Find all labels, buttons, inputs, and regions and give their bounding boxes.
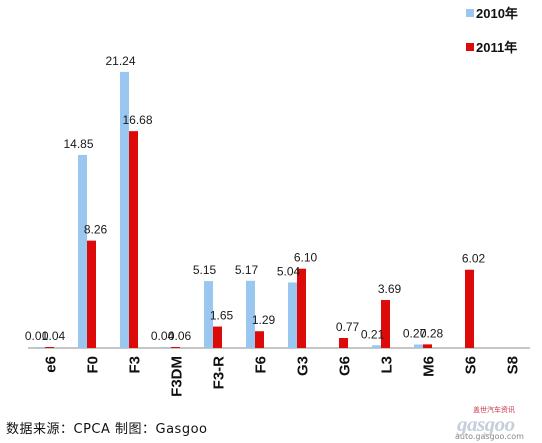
bar-2010-F3DM bbox=[162, 347, 171, 348]
x-tick-label-F3: F3 bbox=[127, 356, 144, 374]
x-tick-label-F0: F0 bbox=[85, 356, 102, 374]
x-tick-label-S6: S6 bbox=[463, 356, 480, 374]
bar-2010-M6 bbox=[414, 344, 423, 348]
value-label-2010-L3: 0.21 bbox=[361, 327, 385, 341]
watermark-top-text: 盖世汽车资讯 bbox=[473, 406, 515, 414]
value-label-2011-e6: 0.04 bbox=[42, 329, 66, 343]
value-label-2011-F3DM: 0.06 bbox=[168, 329, 192, 343]
bar-2010-F3 bbox=[120, 71, 129, 348]
x-tick-label-L3: L3 bbox=[379, 356, 396, 374]
value-label-2010-F6: 5.17 bbox=[235, 263, 259, 277]
x-tick-label-F3-R: F3-R bbox=[211, 356, 228, 390]
x-tick-label-M6: M6 bbox=[421, 356, 438, 377]
value-label-2011-L3: 3.69 bbox=[378, 282, 402, 296]
value-label-2010-M6: 0.27 bbox=[403, 326, 427, 340]
value-label-2011-F0: 8.26 bbox=[84, 223, 108, 237]
bar-2011-M6 bbox=[423, 344, 432, 348]
bar-2011-e6 bbox=[45, 347, 54, 348]
bar-2010-G3 bbox=[288, 282, 297, 348]
watermark-logo: 盖世汽车资讯 gasgoo auto.gasgoo.com bbox=[447, 404, 539, 441]
bar-2010-F6 bbox=[246, 280, 255, 348]
value-label-2010-G3: 5.04 bbox=[277, 264, 301, 278]
x-tick-label-G3: G3 bbox=[295, 356, 312, 376]
legend: 2010年 2011年 bbox=[466, 6, 518, 55]
x-tick-label-e6: e6 bbox=[43, 356, 60, 373]
bar-2011-S6 bbox=[465, 269, 474, 348]
value-label-2010-F3DM: 0.04 bbox=[151, 329, 175, 343]
legend-swatch-2010 bbox=[466, 9, 474, 17]
bar-2011-F3 bbox=[129, 131, 138, 348]
value-label-2010-F3: 21.24 bbox=[105, 54, 135, 68]
bar-2011-F0 bbox=[87, 240, 96, 348]
legend-swatch-2011 bbox=[466, 43, 474, 51]
watermark-url: auto.gasgoo.com bbox=[455, 432, 524, 441]
value-label-2011-G3: 6.10 bbox=[294, 251, 318, 265]
bar-2011-F3DM bbox=[171, 347, 180, 348]
legend-label-2011: 2011年 bbox=[476, 40, 517, 55]
value-label-2011-F3: 16.68 bbox=[122, 113, 152, 127]
bar-2010-F0 bbox=[78, 154, 87, 348]
value-label-2010-e6: 0.01 bbox=[25, 329, 49, 343]
x-tick-label-F6: F6 bbox=[253, 356, 270, 374]
value-label-2011-F3-R: 1.65 bbox=[210, 309, 234, 323]
bar-2010-F3-R bbox=[204, 281, 213, 348]
x-tick-label-S8: S8 bbox=[505, 356, 522, 374]
value-label-2011-F6: 1.29 bbox=[252, 313, 276, 327]
value-label-2011-G6: 0.77 bbox=[336, 320, 360, 334]
x-tick-label-F3DM: F3DM bbox=[169, 356, 186, 397]
value-label-2010-F0: 14.85 bbox=[63, 137, 93, 151]
bar-2010-L3 bbox=[372, 345, 381, 348]
value-label-2010-F3-R: 5.15 bbox=[193, 263, 217, 277]
legend-label-2010: 2010年 bbox=[476, 6, 518, 21]
bar-2011-G3 bbox=[297, 268, 306, 348]
bar-2011-F3-R bbox=[213, 326, 222, 348]
value-label-2011-M6: 0.28 bbox=[420, 326, 444, 340]
bar-2010-e6 bbox=[36, 347, 45, 348]
bar-2011-F6 bbox=[255, 331, 264, 348]
bar-2011-G6 bbox=[339, 337, 348, 348]
x-tick-label-G6: G6 bbox=[337, 356, 354, 376]
value-labels-group: 0.010.0414.858.2621.2416.680.040.065.151… bbox=[25, 54, 486, 343]
x-tick-labels-group: e6 F0 F3 F3DM F3-R F6 G3 G6 L3 M6 S6 S8 bbox=[43, 356, 522, 397]
source-note: 数据来源：CPCA 制图：Gasgoo bbox=[6, 422, 208, 437]
bars-group bbox=[36, 71, 474, 348]
bar-2011-L3 bbox=[381, 300, 390, 348]
watermark-logo-text: gasgoo bbox=[457, 412, 515, 436]
value-label-2011-S6: 6.02 bbox=[462, 252, 486, 266]
